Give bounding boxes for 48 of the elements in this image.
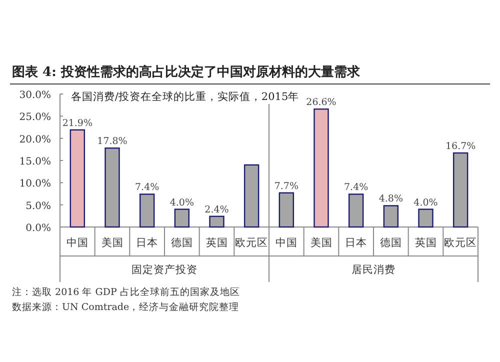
x-tick-label: 英国	[414, 236, 437, 249]
y-tick-label: 5.0%	[26, 200, 51, 212]
data-label: 16.7%	[445, 140, 476, 152]
y-tick-label: 15.0%	[19, 156, 51, 168]
bar	[244, 164, 260, 228]
data-label: 7.7%	[274, 180, 298, 192]
bar	[452, 152, 468, 228]
bar	[418, 208, 434, 228]
bar	[209, 216, 224, 228]
text: 居民消费	[352, 263, 396, 276]
x-tick-label: 德国	[170, 237, 193, 249]
y-tick-label: 30.0%	[19, 90, 51, 101]
data-label: 2.4%	[204, 204, 229, 216]
x-tick-label: 德国	[380, 237, 402, 249]
x-tick-label: 中国	[275, 236, 298, 249]
bar	[70, 129, 86, 228]
x-tick-label: 英国	[206, 236, 228, 249]
x-tick-label: 日本	[345, 236, 368, 249]
bar	[104, 147, 120, 228]
y-tick-label: 25.0%	[19, 112, 51, 124]
data-label: 4.0%	[170, 197, 194, 208]
bar	[174, 208, 190, 228]
source-note: 数据来源：UN Comtrade，经济与金融研究院整理	[12, 301, 240, 313]
x-tick-label: 日本	[136, 236, 158, 249]
y-tick-label: 20.0%	[19, 134, 51, 146]
data-label: 26.6%	[306, 97, 336, 108]
data-label: 7.4%	[344, 182, 368, 194]
data-label: 17.8%	[97, 136, 128, 148]
chart-subtitle: 各国消费/投资在全球的比重，实际值，2015年	[70, 90, 300, 103]
x-tick-label: 美国	[310, 236, 332, 249]
x-tick-label: 欧元区	[444, 237, 478, 249]
bar	[314, 108, 329, 228]
bar	[348, 194, 364, 228]
bar	[278, 192, 294, 228]
chart-title: 图表 4: 投资性需求的高占比决定了中国对原材料的大量需求	[12, 64, 361, 80]
x-tick-label: 欧元区	[235, 237, 268, 249]
bar	[383, 205, 399, 228]
data-label: 7.4%	[135, 182, 160, 194]
x-tick-label: 中国	[66, 236, 88, 249]
y-tick-label: 10.0%	[19, 178, 51, 190]
text: 固定资产投资	[132, 263, 198, 276]
bar	[139, 194, 155, 228]
text: 注：选取 2016 年 GDP 占比全球前五的国家及地区	[12, 286, 240, 298]
data-label: 4.8%	[378, 194, 403, 205]
x-tick-label: 美国	[101, 236, 124, 249]
y-tick-label: 0.0%	[26, 223, 51, 234]
data-label: 4.0%	[414, 197, 438, 208]
data-label: 21.9%	[62, 118, 93, 129]
